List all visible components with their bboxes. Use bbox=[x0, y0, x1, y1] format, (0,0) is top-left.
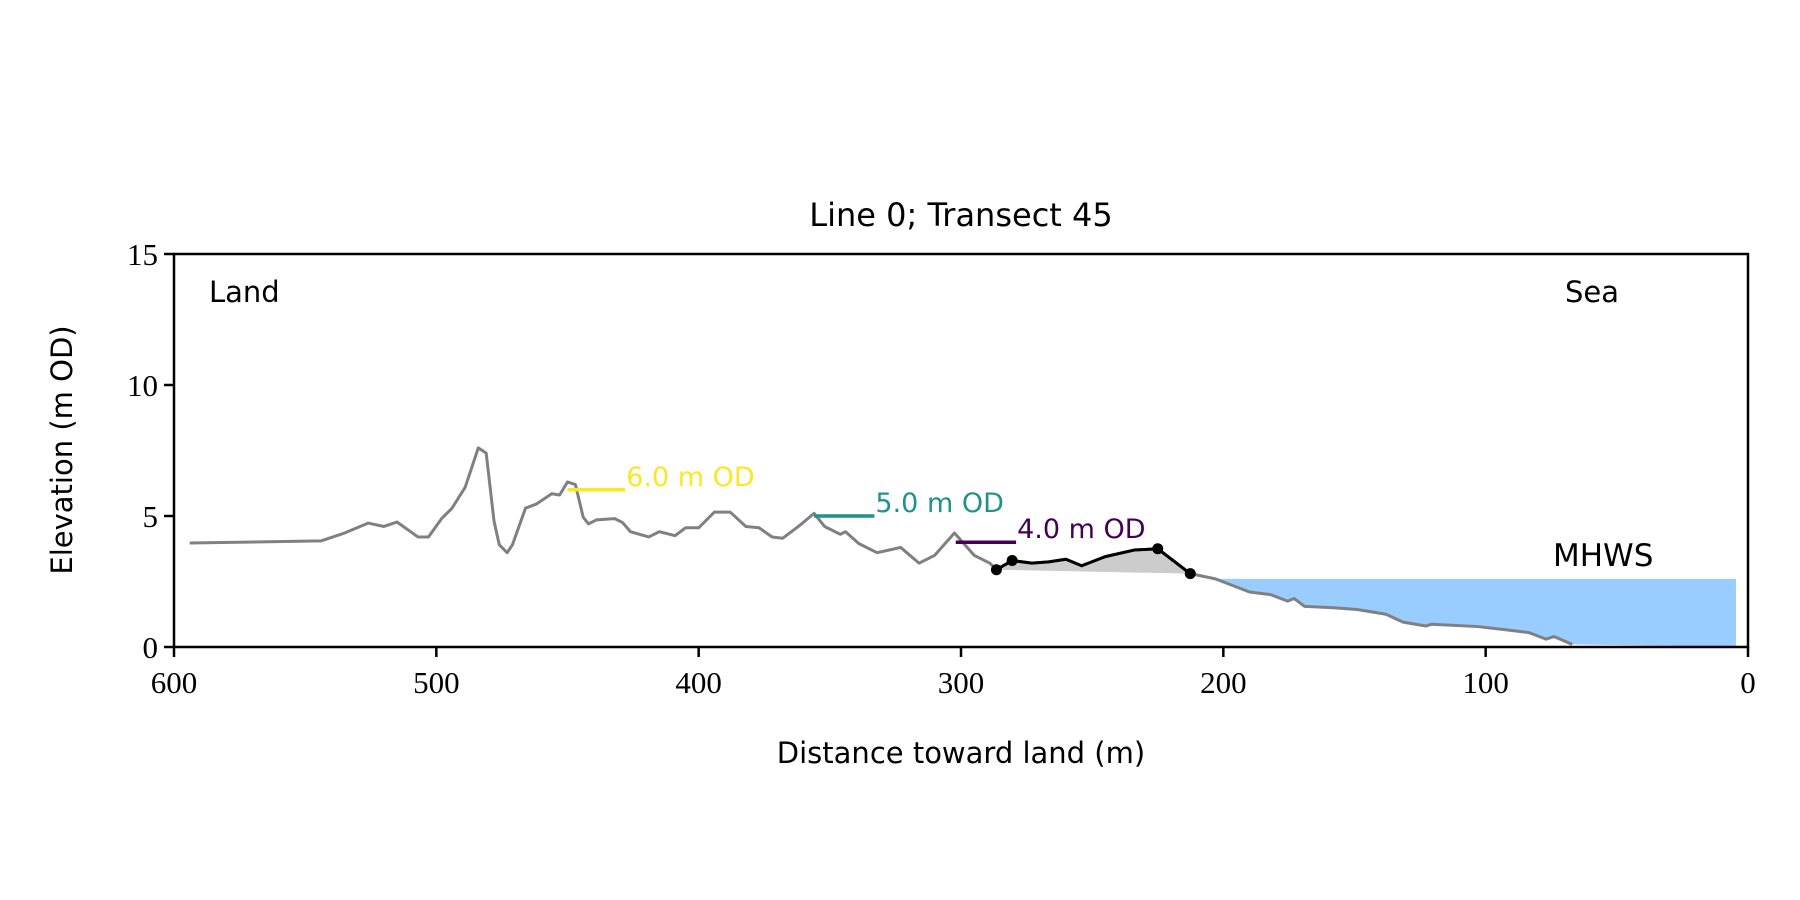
sea-label: Sea bbox=[1565, 275, 1619, 309]
plot-area: 6.0 m OD 5.0 m OD 4.0 m OD bbox=[189, 446, 1736, 647]
contour-label: 6.0 m OD bbox=[626, 462, 754, 493]
land-label: Land bbox=[209, 275, 280, 309]
highlight-marker bbox=[990, 564, 1002, 576]
chart-title: Line 0; Transect 45 bbox=[809, 196, 1112, 234]
x-tick-label: 0 bbox=[1740, 665, 1756, 700]
x-tick-label: 300 bbox=[938, 665, 985, 700]
y-tick-label: 0 bbox=[143, 630, 159, 665]
y-tick-label: 10 bbox=[127, 368, 158, 403]
y-tick-label: 5 bbox=[143, 499, 159, 534]
y-axis-label: Elevation (m OD) bbox=[45, 325, 79, 574]
y-tick-label: 15 bbox=[127, 237, 158, 272]
contour-label: 4.0 m OD bbox=[1017, 514, 1145, 545]
y-axis: 0 5 10 15 bbox=[127, 237, 174, 665]
x-axis-label: Distance toward land (m) bbox=[777, 736, 1145, 770]
x-tick-label: 200 bbox=[1200, 665, 1247, 700]
profile-line bbox=[189, 446, 1573, 646]
x-tick-label: 100 bbox=[1462, 665, 1509, 700]
highlight-marker bbox=[1006, 555, 1018, 567]
x-tick-label: 600 bbox=[151, 665, 198, 700]
x-tick-label: 400 bbox=[675, 665, 722, 700]
contour-label: 5.0 m OD bbox=[875, 488, 1003, 519]
highlight-fill bbox=[996, 548, 1191, 574]
mhws-label: MHWS bbox=[1553, 538, 1653, 574]
x-axis: 600 500 400 300 200 100 0 bbox=[151, 647, 1756, 700]
highlight-marker bbox=[1152, 543, 1164, 555]
highlight-line bbox=[995, 547, 1192, 575]
highlight-marker bbox=[1184, 568, 1196, 580]
mhws-fill bbox=[1216, 578, 1736, 647]
x-tick-label: 500 bbox=[413, 665, 460, 700]
